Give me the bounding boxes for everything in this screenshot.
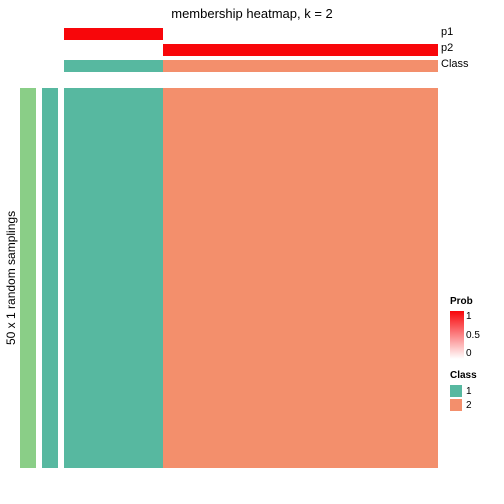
swatch [450,385,462,397]
class-legend-item: 1 [450,385,477,397]
prob-tick: 1 [466,311,480,322]
class-label: Class [441,58,469,70]
sidebar-sampling [20,88,36,468]
sampling-label: 50 x 1 random samplings [4,88,18,468]
prob-tick: 0.5 [466,330,480,341]
p1-bar [64,28,438,40]
prob-gradient [450,311,464,359]
class-legend-item: 2 [450,399,477,411]
p1-label: p1 [441,26,453,38]
heatmap-body [64,88,438,468]
class-bar [64,60,438,72]
p2-label: p2 [441,42,453,54]
class-legend: Class 12 [450,370,477,413]
prob-legend: Prob 10.50 [450,296,473,361]
chart-title: membership heatmap, k = 2 [0,6,504,21]
class-legend-label: 1 [466,386,472,397]
p2-bar [64,44,438,56]
class-legend-label: 2 [466,400,472,411]
swatch [450,399,462,411]
sidebar-rows [42,88,58,468]
prob-tick: 0 [466,348,480,359]
